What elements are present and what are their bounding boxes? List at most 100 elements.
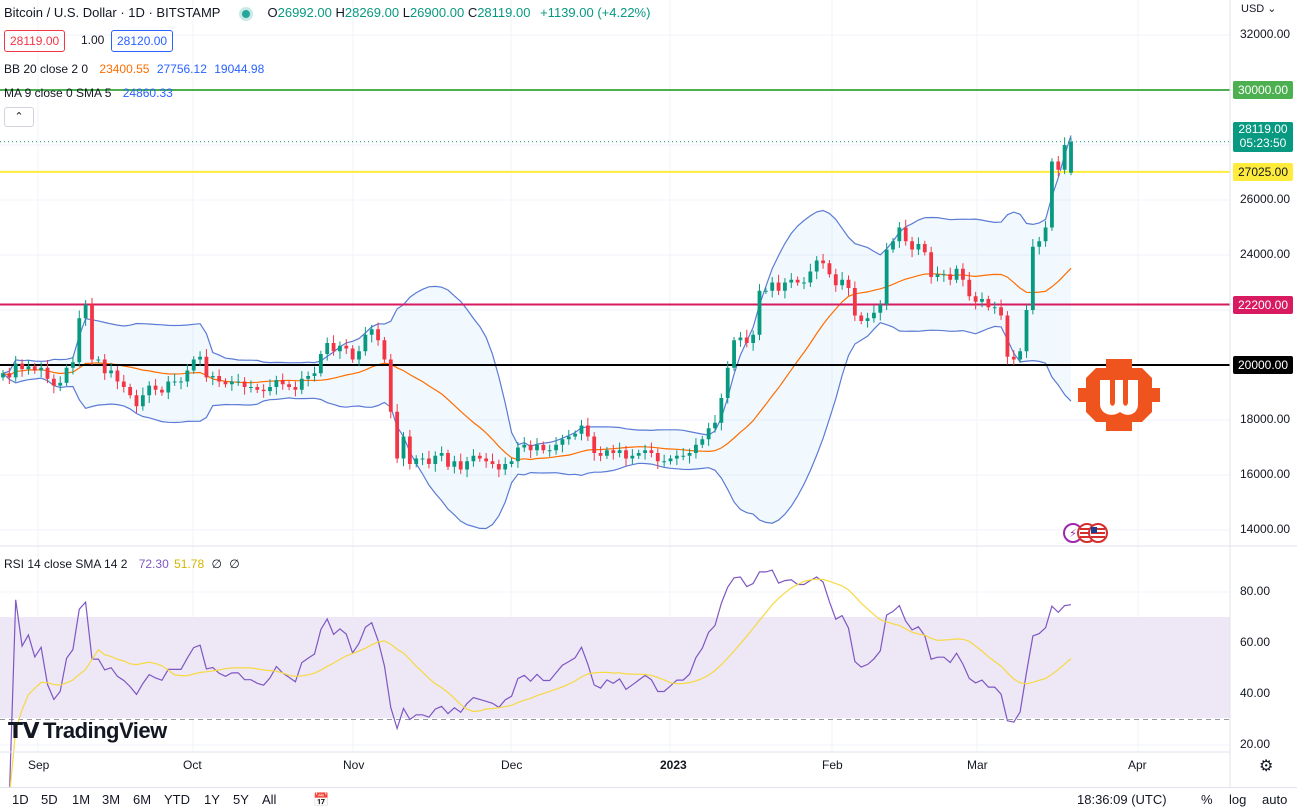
candle-body bbox=[814, 260, 819, 272]
candle-body bbox=[700, 439, 705, 445]
utc-clock[interactable]: 18:36:09 (UTC) bbox=[1077, 792, 1167, 807]
candle-body bbox=[833, 274, 838, 286]
price-line-tag: 27025.00 bbox=[1233, 162, 1293, 181]
candle-body bbox=[980, 299, 984, 302]
events-flags-icon[interactable]: ⚡ bbox=[1062, 522, 1110, 544]
candle-body bbox=[1, 373, 5, 378]
candle-body bbox=[376, 329, 380, 341]
timeframe-button-5y[interactable]: 5Y bbox=[233, 792, 249, 807]
candle-body bbox=[922, 244, 927, 253]
rsi-sma-value: 51.78 bbox=[174, 557, 205, 571]
candle-body bbox=[852, 288, 857, 316]
settings-gear-icon[interactable]: ⚙ bbox=[1259, 758, 1274, 775]
candle-body bbox=[1056, 161, 1061, 170]
candle-body bbox=[1037, 241, 1042, 247]
candle-body bbox=[579, 425, 584, 434]
low-value: 26900.00 bbox=[409, 5, 465, 20]
candle-body bbox=[401, 436, 406, 459]
candle-body bbox=[535, 444, 539, 451]
collapse-legend-button[interactable]: ⌃ bbox=[4, 107, 34, 127]
candle-body bbox=[306, 376, 311, 379]
candle-body bbox=[719, 398, 724, 423]
percent-toggle[interactable]: % bbox=[1201, 792, 1213, 807]
candle-body bbox=[1024, 310, 1029, 352]
candle-body bbox=[1043, 227, 1048, 242]
candle-body bbox=[51, 378, 56, 386]
candle-body bbox=[636, 453, 641, 456]
candle-body bbox=[153, 385, 158, 390]
timeframe-button-1d[interactable]: 1D bbox=[12, 792, 29, 807]
candle-body bbox=[134, 395, 139, 407]
timeframe-button-1m[interactable]: 1M bbox=[72, 792, 91, 807]
candle-body bbox=[522, 444, 527, 448]
sell-button[interactable]: 28119.00 bbox=[4, 30, 66, 52]
timeframe-button-5d[interactable]: 5D bbox=[41, 792, 58, 807]
candle-body bbox=[204, 356, 209, 378]
candle-body bbox=[236, 381, 241, 383]
candle-body bbox=[357, 351, 361, 360]
timeframe-button-all[interactable]: All bbox=[262, 792, 277, 807]
bb-fill bbox=[3, 135, 1071, 529]
ma-legend[interactable]: MA 9 close 0 SMA 5 24860.33 bbox=[4, 86, 173, 100]
symbol-legend[interactable]: Bitcoin / U.S. Dollar · 1D · BITSTAMP O 2… bbox=[4, 5, 650, 20]
candle-body bbox=[516, 447, 520, 462]
candle-body bbox=[350, 348, 355, 360]
date-axis-tick: Mar bbox=[967, 758, 988, 772]
currency-selector[interactable]: USD ⌄ bbox=[1241, 2, 1277, 15]
candle-body bbox=[26, 366, 31, 370]
date-axis-tick: Dec bbox=[501, 758, 523, 772]
tradingview-logo[interactable]: 𝗧𝗩 TradingView bbox=[8, 718, 167, 744]
candle-body bbox=[903, 227, 908, 242]
candle-body bbox=[427, 458, 431, 464]
price-axis-tick: 24000.00 bbox=[1240, 247, 1291, 261]
candle-body bbox=[77, 318, 82, 363]
candle-body bbox=[865, 318, 870, 321]
high-value: 28269.00 bbox=[344, 5, 400, 20]
symbol-title[interactable]: Bitcoin / U.S. Dollar · 1D · BITSTAMP bbox=[4, 5, 221, 20]
candle-body bbox=[64, 367, 69, 383]
candle-body bbox=[242, 381, 247, 387]
candle-body bbox=[655, 453, 660, 462]
bottom-toolbar: 1D 5D 1M 3M 6M YTD 1Y 5Y All 📅 18:36:09 (UTC) % … bbox=[0, 787, 1297, 810]
candle-body bbox=[649, 450, 654, 453]
candlestick-series bbox=[1, 137, 1073, 478]
candle-body bbox=[624, 450, 628, 459]
bb-lower-line bbox=[2, 322, 1072, 530]
candle-body bbox=[961, 268, 965, 280]
candle-body bbox=[388, 359, 393, 412]
candle-body bbox=[287, 384, 291, 387]
rsi-legend[interactable]: RSI 14 close SMA 14 2 72.30 51.78 ∅ ∅ bbox=[4, 557, 240, 571]
candle-body bbox=[83, 304, 88, 319]
candle-body bbox=[71, 362, 75, 368]
rsi-sma-line bbox=[3, 578, 1072, 797]
candle-body bbox=[681, 455, 686, 457]
candle-body bbox=[878, 304, 883, 313]
candle-body bbox=[395, 411, 400, 459]
timeframe-button-6m[interactable]: 6M bbox=[133, 792, 152, 807]
candle-body bbox=[1069, 141, 1073, 173]
log-toggle[interactable]: log bbox=[1229, 792, 1247, 807]
timeframe-button-3m[interactable]: 3M bbox=[102, 792, 121, 807]
candle-body bbox=[229, 381, 234, 385]
quantity-value[interactable]: 1.00 bbox=[81, 33, 105, 47]
candle-body bbox=[268, 387, 272, 392]
auto-toggle[interactable]: auto bbox=[1262, 792, 1288, 807]
low-label: L bbox=[402, 5, 410, 20]
candle-body bbox=[1062, 145, 1067, 170]
open-label: O bbox=[267, 5, 278, 20]
candle-body bbox=[630, 455, 635, 459]
date-axis-tick: Nov bbox=[343, 758, 365, 772]
buy-button[interactable]: 28120.00 bbox=[111, 30, 174, 52]
bb-legend[interactable]: BB 20 close 2 0 23400.55 27756.12 19044.… bbox=[4, 62, 264, 76]
candle-body bbox=[58, 382, 63, 386]
candle-body bbox=[687, 453, 692, 456]
timeframe-button-ytd[interactable]: YTD bbox=[164, 792, 190, 807]
candle-body bbox=[694, 444, 698, 453]
candle-body bbox=[312, 373, 317, 376]
date-range-icon[interactable]: 📅 bbox=[313, 792, 330, 807]
candle-body bbox=[929, 252, 934, 277]
candle-body bbox=[452, 461, 457, 467]
candle-body bbox=[713, 422, 717, 429]
timeframe-button-1y[interactable]: 1Y bbox=[204, 792, 220, 807]
